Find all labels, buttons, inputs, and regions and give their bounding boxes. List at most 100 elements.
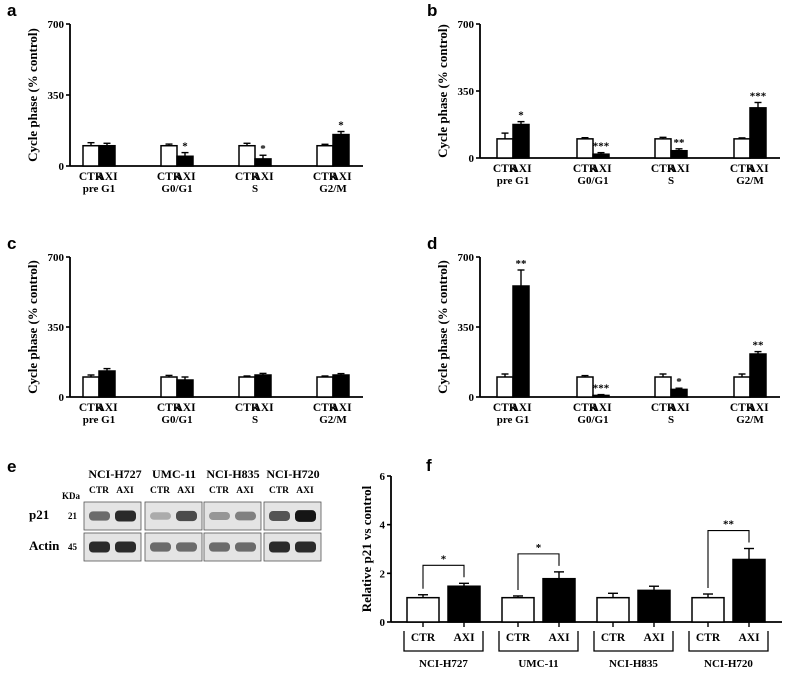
x-tick-label: CTR xyxy=(411,632,436,644)
bar-axi xyxy=(732,558,766,623)
blot-band-ctr xyxy=(89,511,110,521)
significance-bracket xyxy=(422,564,465,589)
significance-marker: *** xyxy=(593,141,610,153)
bar-axi xyxy=(637,589,671,623)
phase-label: G0/G1 xyxy=(577,175,608,187)
phase-label: G2/M xyxy=(736,175,764,187)
x-tick-label: CTR xyxy=(651,402,676,414)
x-tick-label: AXI xyxy=(548,632,570,644)
blot-band-ctr xyxy=(209,511,230,521)
y-tick-label: 0 xyxy=(59,392,65,404)
panel-letter: e xyxy=(7,457,16,476)
y-tick-label: 350 xyxy=(48,90,65,102)
x-tick-label: AXI xyxy=(668,402,690,414)
bar-ctr xyxy=(654,376,672,398)
bar-axi xyxy=(176,155,194,167)
x-tick-label: AXI xyxy=(330,402,352,414)
x-tick-label: AXI xyxy=(510,163,532,175)
y-tick-label: 0 xyxy=(469,392,475,404)
y-tick-label: 0 xyxy=(469,153,475,165)
bar-ctr xyxy=(596,596,630,623)
blot-cell-line-label: NCI-H727 xyxy=(88,467,141,481)
bar-ctr xyxy=(238,376,256,398)
bar-axi xyxy=(176,379,194,398)
y-axis-label: Cycle phase (% control) xyxy=(435,24,450,158)
bar-axi xyxy=(512,285,530,398)
bar-ctr xyxy=(576,376,594,398)
blot-band-ctr xyxy=(269,511,290,521)
x-tick-label: AXI xyxy=(453,632,475,644)
bar-ctr xyxy=(316,376,334,398)
y-tick-label: 700 xyxy=(458,252,475,264)
bar-axi xyxy=(332,374,350,398)
blot-cell-line-label: UMC-11 xyxy=(152,467,196,481)
cell-line-label: NCI-H835 xyxy=(609,658,658,670)
blot-lane-label: AXI xyxy=(236,486,254,496)
bar-axi xyxy=(98,144,116,167)
y-tick-label: 0 xyxy=(380,617,386,629)
phase-label: S xyxy=(668,414,674,426)
cell-line-label: NCI-H727 xyxy=(419,658,468,670)
bar-axi xyxy=(592,153,610,159)
bar-axi xyxy=(447,585,481,623)
significance-marker: * xyxy=(182,141,188,153)
bar-ctr xyxy=(406,596,440,623)
bar-ctr xyxy=(82,144,100,167)
phase-label: S xyxy=(252,414,258,426)
significance-marker: * xyxy=(338,120,344,132)
x-tick-label: CTR xyxy=(157,171,182,183)
blot-band-axi xyxy=(295,541,316,553)
x-tick-label: CTR xyxy=(506,632,531,644)
y-tick-label: 350 xyxy=(458,322,475,334)
phase-label: G0/G1 xyxy=(161,183,192,195)
blot-protein-label: p21 xyxy=(29,507,49,522)
significance-marker: ** xyxy=(674,137,686,149)
phase-label: pre G1 xyxy=(497,414,530,426)
blot-band-ctr xyxy=(150,512,171,520)
x-tick-label: CTR xyxy=(573,402,598,414)
x-tick-label: CTR xyxy=(313,402,338,414)
panel-e-western-blot: e NCI-H727 UMC-11 NCI-H835 NCI-H720 KDa CTR AXI… xyxy=(7,457,322,562)
y-tick-label: 2 xyxy=(380,568,386,580)
x-tick-label: AXI xyxy=(668,163,690,175)
panel-letter: a xyxy=(7,1,17,20)
x-tick-label: AXI xyxy=(643,632,665,644)
x-tick-label: CTR xyxy=(493,163,518,175)
x-tick-label: CTR xyxy=(573,163,598,175)
x-tick-label: AXI xyxy=(590,402,612,414)
phase-label: pre G1 xyxy=(83,183,116,195)
bar-axi xyxy=(512,123,530,159)
phase-label: G0/G1 xyxy=(161,414,192,426)
blot-lane-label: CTR xyxy=(150,486,170,496)
y-tick-label: 0 xyxy=(59,161,65,173)
panel-f-chart: f Relative p21 vs control 0 2 4 6 CTR AXI NCI-H7… xyxy=(359,456,782,670)
blot-band-axi xyxy=(235,542,256,552)
blot-band-ctr xyxy=(89,541,110,553)
phase-label: G2/M xyxy=(736,414,764,426)
blot-kda-label: 45 xyxy=(68,542,78,552)
y-tick-label: 4 xyxy=(380,520,386,532)
blot-protein-label: Actin xyxy=(29,538,60,553)
significance-bracket xyxy=(517,553,560,590)
significance-marker: * xyxy=(676,376,682,388)
blot-lane-label: AXI xyxy=(116,486,134,496)
y-tick-label: 350 xyxy=(458,86,475,98)
y-axis-label: Relative p21 vs control xyxy=(359,485,374,612)
phase-label: pre G1 xyxy=(83,414,116,426)
x-tick-label: CTR xyxy=(651,163,676,175)
phase-label: G2/M xyxy=(319,183,347,195)
x-tick-label: AXI xyxy=(590,163,612,175)
bar-ctr xyxy=(733,138,751,159)
blot-lane-label: AXI xyxy=(296,486,314,496)
x-tick-label: CTR xyxy=(157,402,182,414)
significance-marker: * xyxy=(441,553,447,565)
significance-marker: *** xyxy=(750,90,767,102)
x-tick-label: AXI xyxy=(174,402,196,414)
x-tick-label: CTR xyxy=(730,163,755,175)
bar-axi xyxy=(98,370,116,398)
blot-band-axi xyxy=(295,510,316,522)
bar-ctr xyxy=(238,144,256,167)
